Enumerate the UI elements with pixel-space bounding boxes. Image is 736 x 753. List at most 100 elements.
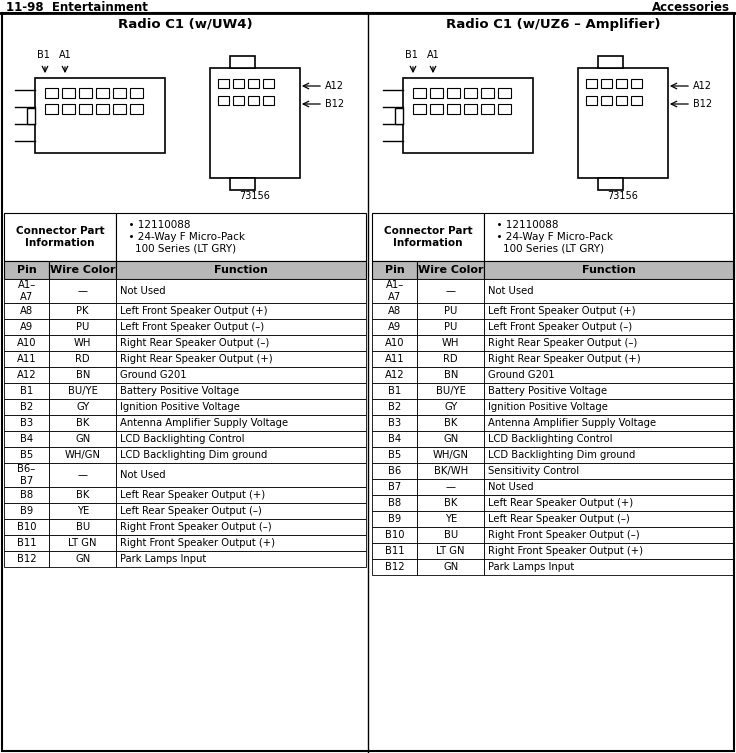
Bar (45, 88, 58, 98)
Text: B5: B5 (20, 450, 33, 460)
Text: Right Front Speaker Output (–): Right Front Speaker Output (–) (488, 530, 640, 540)
Bar (212, 83, 272, 163)
Text: B11: B11 (17, 538, 37, 548)
Bar (116, 399, 366, 415)
Bar (417, 479, 484, 495)
Text: Function: Function (582, 265, 636, 275)
Text: PK: PK (77, 306, 89, 316)
Text: A1–
A7: A1– A7 (386, 280, 404, 302)
Bar (116, 447, 366, 463)
Bar (116, 487, 366, 503)
Bar (372, 543, 417, 559)
Text: Right Front Speaker Output (–): Right Front Speaker Output (–) (120, 522, 272, 532)
Text: WH/GN: WH/GN (433, 450, 469, 460)
Text: BK/WH: BK/WH (434, 466, 468, 476)
Text: B8: B8 (20, 490, 33, 500)
Text: PU: PU (444, 322, 457, 332)
Bar (210, 68, 300, 178)
Bar (601, 79, 612, 88)
Text: LCD Backlighting Control: LCD Backlighting Control (120, 434, 244, 444)
Text: BU: BU (76, 522, 90, 532)
Bar (484, 415, 734, 431)
Bar (130, 88, 143, 98)
Text: Battery Positive Voltage: Battery Positive Voltage (488, 386, 607, 396)
Bar (263, 96, 274, 105)
Bar (484, 367, 734, 383)
Bar (4, 415, 49, 431)
Bar (484, 543, 734, 559)
Text: LCD Backlighting Dim ground: LCD Backlighting Dim ground (488, 450, 636, 460)
Text: GY: GY (444, 402, 457, 412)
Bar (96, 104, 109, 114)
Bar (49, 447, 116, 463)
Bar (49, 551, 116, 567)
Text: GN: GN (75, 434, 91, 444)
Text: Accessories: Accessories (652, 1, 730, 14)
Bar (484, 559, 734, 575)
Bar (116, 431, 366, 447)
Bar (484, 351, 734, 367)
Bar (578, 68, 668, 178)
Bar (4, 351, 49, 367)
Bar (372, 559, 417, 575)
Bar (372, 463, 417, 479)
Text: Ignition Positive Voltage: Ignition Positive Voltage (120, 402, 240, 412)
Bar (413, 88, 426, 98)
Text: A12: A12 (17, 370, 37, 380)
Text: —: — (78, 286, 88, 296)
Bar (113, 88, 126, 98)
Bar (417, 261, 484, 279)
Bar (464, 104, 477, 114)
Text: A11: A11 (17, 354, 37, 364)
Text: B2: B2 (20, 402, 33, 412)
Text: A12: A12 (385, 370, 405, 380)
Text: A9: A9 (388, 322, 401, 332)
Text: PU: PU (444, 306, 457, 316)
Bar (464, 88, 477, 98)
Bar (403, 78, 533, 153)
Text: B9: B9 (388, 514, 401, 524)
Bar (49, 399, 116, 415)
Bar (417, 559, 484, 575)
Bar (130, 104, 143, 114)
Text: GN: GN (443, 434, 459, 444)
Bar (372, 367, 417, 383)
Bar (616, 96, 627, 105)
Bar (116, 335, 366, 351)
Bar (372, 261, 417, 279)
Bar (372, 415, 417, 431)
Bar (4, 367, 49, 383)
Bar (116, 303, 366, 319)
Bar (49, 503, 116, 519)
Text: YE: YE (445, 514, 457, 524)
Bar (430, 104, 443, 114)
Bar (417, 447, 484, 463)
Bar (49, 415, 116, 431)
Bar (4, 279, 49, 303)
Text: Function: Function (214, 265, 268, 275)
Text: Antenna Amplifier Supply Voltage: Antenna Amplifier Supply Voltage (120, 418, 289, 428)
Bar (218, 79, 229, 88)
Bar (49, 463, 116, 487)
Bar (116, 535, 366, 551)
Bar (372, 279, 417, 303)
Text: BU: BU (444, 530, 458, 540)
Bar (395, 108, 403, 124)
Bar (116, 415, 366, 431)
Text: B11: B11 (385, 546, 405, 556)
Text: B3: B3 (388, 418, 401, 428)
Text: Pin: Pin (385, 265, 405, 275)
Text: Ground G201: Ground G201 (488, 370, 555, 380)
Bar (4, 487, 49, 503)
Text: A8: A8 (20, 306, 33, 316)
Bar (484, 431, 734, 447)
Text: Not Used: Not Used (488, 286, 534, 296)
Bar (417, 367, 484, 383)
Text: Left Rear Speaker Output (+): Left Rear Speaker Output (+) (120, 490, 266, 500)
Text: B5: B5 (388, 450, 401, 460)
Text: 73156: 73156 (607, 191, 638, 201)
Text: Right Rear Speaker Output (+): Right Rear Speaker Output (+) (120, 354, 273, 364)
Text: BN: BN (444, 370, 458, 380)
Text: B4: B4 (20, 434, 33, 444)
Bar (417, 351, 484, 367)
